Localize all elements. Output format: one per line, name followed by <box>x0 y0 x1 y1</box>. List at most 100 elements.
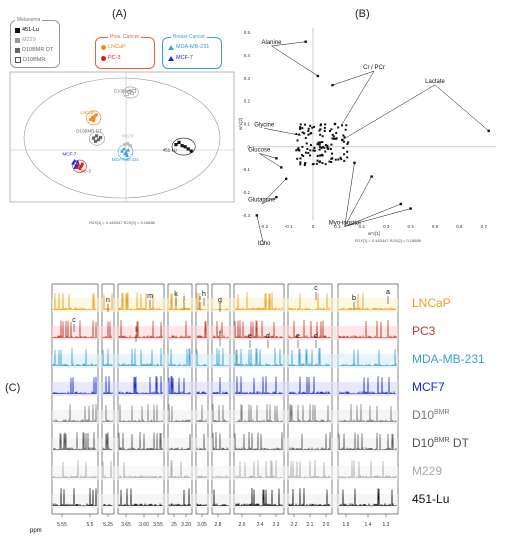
score-point <box>123 151 128 156</box>
loading-point <box>318 148 321 151</box>
loading-point <box>275 157 278 160</box>
loading-point <box>312 149 315 152</box>
loading-point <box>326 144 329 147</box>
peak-letter: j <box>182 295 185 302</box>
nmr-trace <box>212 307 229 311</box>
sample-label: MDA-MB-231 <box>412 352 485 366</box>
panel-label-c: (C) <box>5 382 21 394</box>
nmr-trace <box>118 488 163 507</box>
nmr-x-tick: 3.60 <box>139 522 149 528</box>
score-point <box>80 162 84 166</box>
loading-point <box>323 146 326 149</box>
loading-point <box>323 126 326 129</box>
score-point <box>128 144 132 148</box>
loading-point <box>306 147 309 150</box>
sample-band <box>52 298 398 312</box>
spectral-window <box>233 283 285 515</box>
score-plot-footer: R2X[1] = 0.445347 R2X[2] = 0.16886 <box>89 220 156 225</box>
ppm-label: ppm <box>30 528 42 534</box>
legend-item-label: PC-3 <box>108 55 121 61</box>
loading-point <box>335 137 338 140</box>
loading-annotation: tCho <box>258 241 271 245</box>
legend-item-label: D10BMR DT <box>22 47 54 53</box>
annotation-leader <box>271 45 319 77</box>
loading-point <box>346 150 349 153</box>
nmr-trace <box>196 475 207 479</box>
nmr-trace <box>118 432 163 451</box>
loading-point <box>305 142 308 145</box>
loading-x-tick: 0.5 <box>432 224 439 229</box>
sample-label-text: MCF7 <box>412 380 445 394</box>
loading-point <box>321 135 324 138</box>
peak-letter: e <box>296 333 300 340</box>
loading-point <box>309 144 312 147</box>
nmr-trace <box>234 348 283 367</box>
legend-item-lncap: LNCaP <box>101 44 126 50</box>
legend-item-label: M229 <box>22 37 36 43</box>
legend-melanoma-title: Melanoma <box>15 17 43 23</box>
nmr-x-tick: 5.55 <box>57 522 67 528</box>
loading-point <box>334 158 337 161</box>
nmr-trace <box>102 292 113 311</box>
sample-label-sup: BMR <box>434 409 450 416</box>
spectral-window <box>117 283 165 515</box>
annotation-leader <box>344 176 372 227</box>
loading-y-tick: -0.1 <box>242 167 250 172</box>
score-series-label: D10BMR DT <box>76 129 102 134</box>
loading-point <box>296 157 299 160</box>
score-point <box>122 146 127 151</box>
score-point <box>126 141 130 146</box>
loading-y-tick: 0.3 <box>244 76 251 81</box>
nmr-trace <box>288 348 331 367</box>
loading-point <box>316 159 319 162</box>
peak-letter: d <box>314 333 318 340</box>
nmr-x-tick: 2.2 <box>291 522 298 528</box>
nmr-trace <box>118 292 163 311</box>
loading-point <box>303 162 306 165</box>
loading-point <box>318 129 321 132</box>
sample-label-text: LNCaP <box>412 296 451 310</box>
nmr-trace <box>212 377 229 395</box>
nmr-trace <box>168 433 191 451</box>
spectral-window <box>167 283 193 515</box>
loading-y-tick: 0 <box>247 144 250 149</box>
loading-point <box>296 139 299 142</box>
loading-point <box>319 133 322 136</box>
sample-band <box>52 382 398 396</box>
loading-plot-bg <box>238 20 503 245</box>
annotation-leader <box>332 70 375 86</box>
legend-item-label: D10BMR <box>23 57 46 63</box>
loading-point <box>316 143 319 146</box>
spectral-window <box>211 283 231 515</box>
nmr-spectra: c n m l kj ih g f e d c e d b a 5.55 5.5 5.25 3.65 3.60 3.5… <box>51 283 399 528</box>
sample-band <box>52 438 398 452</box>
score-series-label: MCF-7 <box>62 152 76 157</box>
loading-point <box>311 126 314 129</box>
nmr-trace <box>168 320 191 339</box>
nmr-trace <box>338 488 397 507</box>
nmr-trace <box>118 320 163 339</box>
loading-point <box>321 162 324 165</box>
loading-y-tick: -0.3 <box>242 213 250 218</box>
score-series-label: 451-Lu <box>163 148 178 153</box>
loading-y-tick: -0.2 <box>242 190 250 195</box>
loading-point <box>309 132 312 135</box>
nmr-trace <box>102 348 113 367</box>
annotation-leader <box>264 128 301 136</box>
nmr-x-tick: 3.55 <box>153 522 163 528</box>
score-point <box>72 158 77 163</box>
nmr-trace <box>288 376 331 395</box>
nmr-trace <box>212 404 229 423</box>
loading-point <box>319 128 322 131</box>
sample-label: MCF7 <box>412 380 445 394</box>
nmr-trace <box>338 404 397 423</box>
loading-point <box>321 141 324 144</box>
nmr-trace <box>196 433 207 451</box>
nmr-trace <box>52 376 97 395</box>
loading-annotation: Glucose <box>248 147 271 153</box>
nmr-trace <box>288 488 331 507</box>
loading-point <box>315 162 318 165</box>
loading-point <box>331 157 334 160</box>
loading-x-tick: 0.2 <box>359 224 366 229</box>
loading-point <box>343 153 346 156</box>
